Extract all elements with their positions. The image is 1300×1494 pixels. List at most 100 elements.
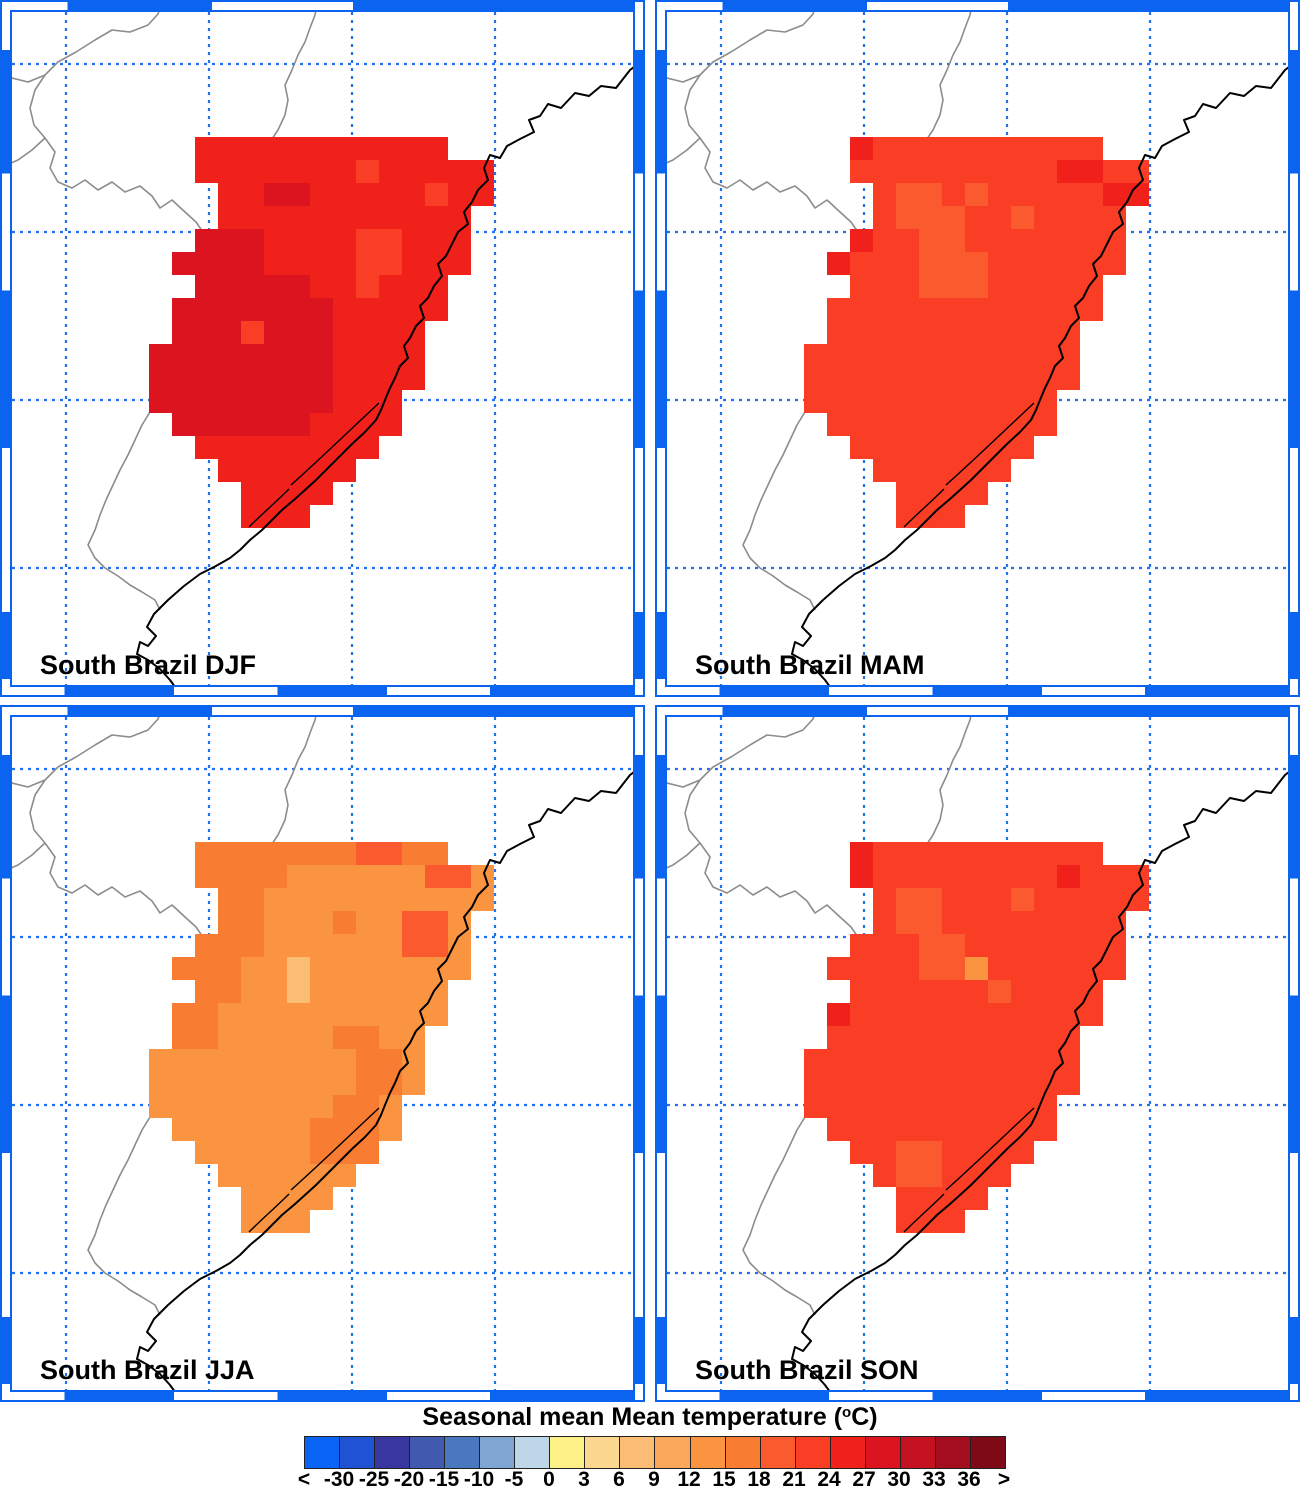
region-row (195, 229, 471, 252)
colorbar-tick-label: -25 (358, 1468, 390, 1491)
frame-band-top (0, 0, 645, 10)
region-row (804, 1095, 1057, 1118)
region-patch (1057, 160, 1103, 183)
map-interior (12, 12, 633, 685)
colorbar-cell (515, 1437, 551, 1468)
coastline (791, 66, 1288, 685)
region-row (850, 842, 1103, 865)
colorbar-tick-label: 36 (957, 1468, 981, 1491)
colorbar-tick-label: 27 (852, 1468, 876, 1491)
frame-band-left (0, 0, 10, 697)
region-patch (287, 957, 310, 980)
region-row (804, 390, 1057, 413)
colorbar-cell (900, 1437, 936, 1468)
data-region (667, 717, 1288, 1390)
colorbar-tick-label: > (997, 1468, 1011, 1491)
region-row (218, 459, 356, 482)
coastline (136, 66, 633, 685)
frame-band-right (635, 705, 645, 1402)
region-patch (827, 1003, 850, 1026)
colorbar-cell (305, 1437, 341, 1468)
region-patch (919, 229, 965, 252)
panel-title-son: South Brazil SON (695, 1355, 919, 1385)
region-patch (172, 957, 241, 980)
colorbar-cell (410, 1437, 446, 1468)
frame-band-left (655, 0, 665, 697)
colorbar-cell (935, 1437, 971, 1468)
region-patch (850, 229, 873, 252)
colorbar-tick-label: 15 (712, 1468, 736, 1491)
region-patch (896, 206, 965, 229)
region-patch (827, 252, 850, 275)
region-patch (264, 183, 310, 206)
frame-band-bottom (655, 687, 1300, 697)
map-panel-djf: South Brazil DJF (0, 0, 645, 697)
frame-band-top (655, 0, 1300, 10)
region-patch (965, 183, 988, 206)
colorbar-tick-label: 30 (887, 1468, 911, 1491)
colorbar-cell (550, 1437, 586, 1468)
region-patch (195, 229, 264, 275)
region-row (804, 367, 1080, 390)
region-patch (310, 1141, 379, 1164)
panel-title-djf: South Brazil DJF (40, 650, 257, 680)
colorbar-cell (340, 1437, 376, 1468)
region-patch (172, 252, 195, 275)
colorbar-tick-label: 12 (677, 1468, 701, 1491)
region-patch (149, 344, 333, 413)
region-patch (356, 160, 379, 183)
data-region (12, 12, 633, 685)
colorbar-tick-label: 18 (747, 1468, 771, 1491)
frame-band-bottom (0, 1392, 645, 1402)
map-interior (667, 717, 1288, 1390)
frame-band-left (655, 705, 665, 1402)
region-row (195, 980, 448, 1003)
region-patch (919, 934, 965, 957)
region-patch (356, 1049, 402, 1072)
region-patch (1011, 888, 1034, 911)
region-patch (1011, 206, 1034, 229)
colorbar-tick-label: -30 (323, 1468, 355, 1491)
map-panel-mam: South Brazil MAM (655, 0, 1300, 697)
region-patch (195, 934, 264, 957)
map-panel-son: South Brazil SON (655, 705, 1300, 1402)
region-row (218, 888, 494, 911)
region-patch (356, 275, 379, 298)
region-row (827, 413, 1057, 436)
colorbar-degree-sup: o (842, 1404, 852, 1421)
region-row (896, 1187, 988, 1210)
colorbar-tick-label: 21 (782, 1468, 806, 1491)
region-row (827, 1118, 1057, 1141)
colorbar-cell (830, 1437, 866, 1468)
region-patch (402, 911, 448, 957)
region-patch (850, 842, 873, 865)
region-patch (241, 321, 264, 344)
region-row (241, 482, 333, 505)
colorbar-tick-label: 0 (543, 1468, 555, 1491)
region-row (873, 459, 1011, 482)
region-row (827, 321, 1080, 344)
region-row (850, 436, 1034, 459)
colorbar-cell (970, 1437, 1005, 1468)
region-patch (195, 275, 310, 298)
region-patch (896, 183, 942, 206)
colorbar-title: Seasonal mean Mean temperature (oC) (0, 1403, 1300, 1432)
frame-band-top (655, 705, 1300, 715)
region-patch (988, 980, 1011, 1003)
region-row (195, 160, 494, 183)
region-patch (919, 957, 965, 980)
region-patch (965, 957, 988, 980)
region-patch (919, 252, 988, 298)
coastline (136, 771, 633, 1390)
region-patch (425, 865, 471, 888)
region-row (195, 436, 379, 459)
colorbar-tick-label: 9 (648, 1468, 660, 1491)
colorbar: Seasonal mean Mean temperature (oC) < -30… (0, 1402, 1300, 1494)
frame-band-left (0, 705, 10, 1402)
colorbar-cell (585, 1437, 621, 1468)
region-patch (356, 842, 402, 865)
colorbar-tick-label: 24 (817, 1468, 841, 1491)
region-patch (896, 911, 942, 934)
colorbar-tick-label: -20 (393, 1468, 425, 1491)
